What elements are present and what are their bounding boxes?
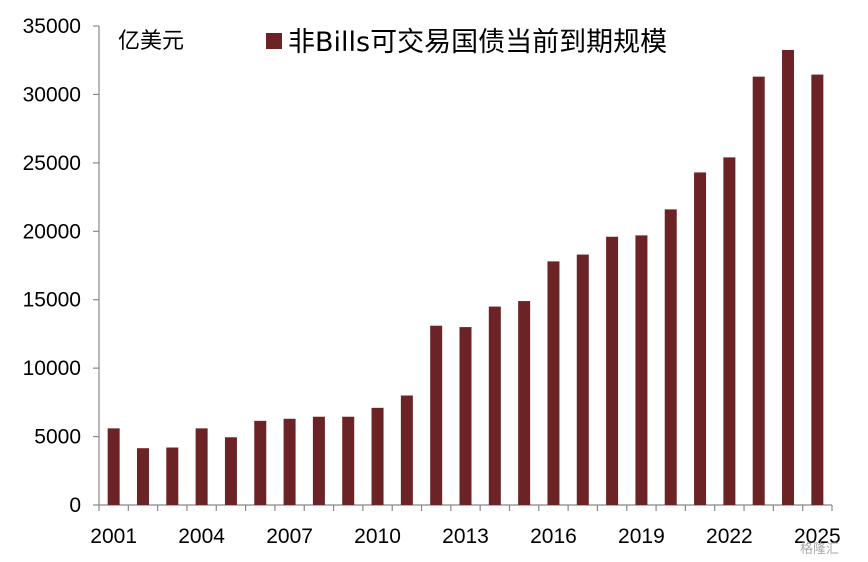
y-tick-label: 10000	[23, 357, 81, 380]
x-tick-label: 2016	[530, 525, 577, 548]
bar-series	[107, 49, 824, 505]
bar	[107, 428, 120, 505]
bar	[342, 416, 355, 505]
x-tick-label: 2013	[442, 525, 489, 548]
bar	[136, 448, 149, 505]
bar	[635, 235, 648, 505]
bar	[224, 437, 237, 505]
bar	[254, 420, 267, 505]
bar	[166, 447, 179, 505]
watermark: 格隆汇	[800, 541, 839, 557]
bar	[430, 325, 443, 505]
y-tick-label: 30000	[23, 83, 81, 106]
bar	[195, 428, 208, 505]
bar	[371, 407, 384, 505]
x-tick-label: 2025	[794, 525, 841, 548]
x-axis: 2001 2004 2007 2010 2013 2016 2019 2022 2025	[90, 504, 841, 548]
legend: 非Bills可交易国债当前到期规模	[266, 27, 667, 58]
x-tick-label: 2007	[266, 525, 313, 548]
bar	[547, 261, 560, 505]
legend-swatch	[266, 33, 282, 49]
bar	[312, 416, 325, 505]
bar	[752, 76, 765, 505]
unit-label: 亿美元	[118, 29, 184, 54]
y-tick-label: 35000	[23, 15, 81, 38]
y-tick-label: 15000	[23, 289, 81, 312]
x-tick-label: 2019	[618, 525, 665, 548]
bar	[811, 74, 824, 505]
x-tick-label: 2001	[90, 525, 137, 548]
x-tick-label: 2022	[706, 525, 753, 548]
y-axis: 0 5000 10000 15000 20000 25000 30000 35000	[23, 15, 100, 517]
bar	[606, 236, 619, 505]
y-tick-label: 0	[69, 494, 81, 517]
y-tick-label: 20000	[23, 220, 81, 243]
bar	[694, 172, 707, 505]
bar	[576, 254, 589, 505]
bar	[664, 209, 677, 505]
y-tick-label: 5000	[34, 426, 81, 449]
bar	[283, 418, 296, 505]
x-tick-label: 2010	[354, 525, 401, 548]
y-tick-label: 25000	[23, 152, 81, 175]
bar	[459, 327, 472, 505]
bar	[400, 395, 413, 505]
bar	[488, 306, 501, 505]
bar	[782, 49, 795, 505]
x-tick-label: 2004	[178, 525, 225, 548]
bar	[723, 157, 736, 505]
legend-label: 非Bills可交易国债当前到期规模	[288, 27, 667, 58]
bar	[518, 301, 531, 505]
